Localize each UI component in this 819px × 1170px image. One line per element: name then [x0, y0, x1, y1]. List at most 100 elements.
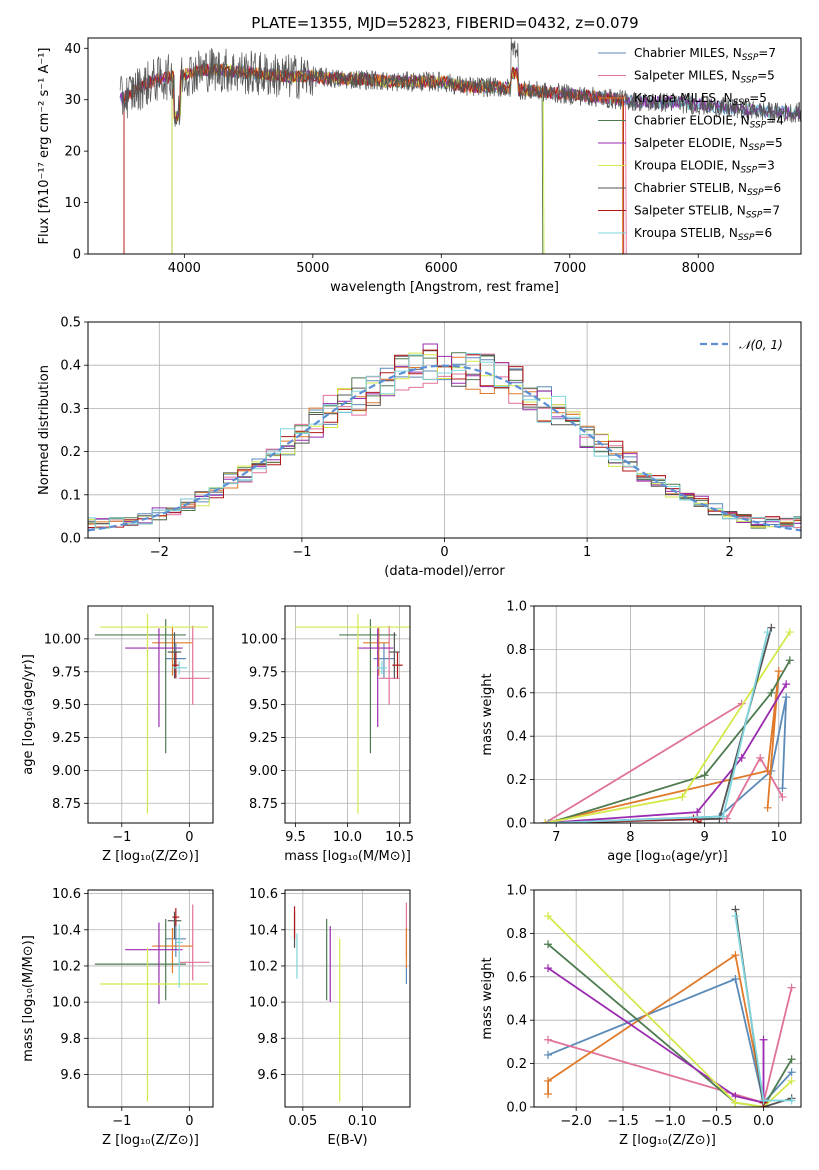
y-axis-label: mass weight	[480, 673, 495, 755]
y-tick-label: 30	[64, 93, 81, 108]
legend: Chabrier MILES, NSSP=7 Salpeter MILES, NS…	[598, 46, 784, 243]
y-tick-label: 0.0	[506, 1101, 527, 1116]
errorbar-point	[295, 613, 410, 814]
x-tick-label: 4000	[168, 261, 201, 276]
y-tick-label: 9.6	[60, 1068, 81, 1083]
panel-weight_vs_Z: −2.0 −1.5 −1.0 −0.5 0.0 0.0 0.2 0.4 0.6 0.8 1.0 Z […	[480, 884, 802, 1148]
weight-line-c3	[544, 670, 780, 823]
y-tick-label: 10.6	[249, 887, 278, 902]
errorbar-point	[356, 628, 394, 727]
y-axis-label: Normed distribution	[37, 365, 52, 495]
x-tick-label: 10	[770, 830, 787, 845]
axes-frame: 0.05 0.10 9.6 9.8 10.0 10.2 10.4 10.6 E(B-V)	[249, 887, 411, 1148]
y-axis-label: age [log₁₀(age/yr)]	[21, 654, 36, 775]
plot-area	[119, 38, 801, 254]
axes-border	[533, 889, 802, 1108]
weight-marker	[696, 819, 705, 823]
axes-frame: 9.5 10.0 10.5 8.75 9.00 9.25 9.50 9.75 10.00 mass…	[241, 605, 414, 864]
x-axis-label: Z [log₁₀(Z/Z⊙)]	[102, 849, 199, 864]
y-tick-label: 0	[73, 248, 81, 263]
weight-marker	[778, 792, 787, 801]
axes-frame: 4000 5000 6000 7000 8000 0 10 20 30 40 wavelength …	[37, 37, 802, 295]
errorbar-point	[373, 642, 395, 679]
histogram-c6	[88, 352, 801, 529]
legend-label: Chabrier ELODIE, NSSP=4	[634, 114, 784, 131]
x-tick-label: −1.0	[654, 1114, 686, 1129]
weight-marker	[719, 812, 728, 821]
errorbar-point	[392, 652, 403, 679]
weight-line-c5	[545, 683, 787, 823]
weight-marker	[689, 814, 698, 823]
x-tick-label: 7000	[553, 261, 586, 276]
y-tick-label: 9.8	[257, 1032, 278, 1047]
errorbar-point	[179, 904, 210, 981]
x-axis-label: wavelength [Angstrom, rest frame]	[330, 280, 559, 295]
y-tick-label: 9.50	[52, 698, 81, 713]
y-tick-label: 10.4	[249, 923, 278, 938]
x-tick-label: −2.0	[560, 1114, 592, 1129]
x-tick-label: 10.5	[385, 830, 414, 845]
y-tick-label: 0.3	[60, 402, 81, 417]
x-tick-label: 5000	[296, 261, 329, 276]
y-tick-label: 9.50	[249, 698, 278, 713]
weight-marker	[785, 628, 794, 637]
y-tick-label: 0.6	[506, 686, 527, 701]
x-tick-label: 8	[626, 830, 634, 845]
x-tick-label: 6000	[425, 261, 458, 276]
axes-background	[285, 890, 410, 1107]
panel-spectrum: 4000 5000 6000 7000 8000 0 10 20 30 40 wavelength …	[37, 37, 802, 295]
x-tick-label: 9	[700, 830, 708, 845]
legend-label: Kroupa STELIB, NSSP=6	[634, 226, 772, 243]
errorbar-point	[167, 632, 182, 679]
y-tick-label: 9.8	[60, 1032, 81, 1047]
y-tick-label: 10.0	[52, 996, 81, 1011]
legend-label: Chabrier STELIB, NSSP=6	[634, 181, 781, 198]
legend-label: Chabrier MILES, NSSP=7	[634, 46, 776, 63]
errorbar-point	[165, 920, 186, 957]
errorbar-point	[172, 652, 180, 679]
weight-marker	[544, 1050, 553, 1059]
x-tick-label: −2	[150, 545, 169, 560]
panel-age_vs_mass: 9.5 10.0 10.5 8.75 9.00 9.25 9.50 9.75 10.00 mass…	[241, 605, 414, 864]
axes-border	[284, 889, 411, 1108]
panel-age_vs_Z: −1 0 8.75 9.00 9.25 9.50 9.75 10.00 Z [log₁₀(Z/Z…	[21, 605, 214, 864]
y-tick-label: 9.00	[249, 764, 278, 779]
weight-marker	[767, 623, 776, 632]
y-axis-label: mass weight	[480, 957, 495, 1039]
weight-marker	[544, 940, 553, 949]
spectrum-line-chabrier-stelib	[119, 38, 801, 127]
x-tick-label: −0.5	[701, 1114, 733, 1129]
y-axis-label: Flux [fλ10⁻¹⁷ erg cm⁻² s⁻¹ A⁻¹]	[37, 48, 52, 245]
weight-marker	[731, 951, 740, 960]
errorbar-point	[94, 619, 186, 754]
x-axis-label: (data-model)/error	[384, 564, 505, 579]
y-tick-label: 0.2	[506, 773, 527, 788]
weight-marker	[678, 792, 687, 801]
errorbar-point	[94, 918, 186, 1001]
weight-marker	[541, 819, 550, 823]
y-tick-label: 20	[64, 145, 81, 160]
x-tick-label: 2	[726, 545, 734, 560]
weight-marker	[774, 667, 783, 676]
x-tick-label: 0	[185, 1114, 193, 1129]
normal-curve	[88, 364, 801, 532]
x-tick-label: 10.0	[333, 830, 362, 845]
x-tick-label: −1	[112, 830, 131, 845]
y-tick-label: 40	[64, 42, 81, 57]
weight-line-c5	[547, 967, 765, 1104]
y-tick-label: 1.0	[506, 600, 527, 615]
x-tick-label: 0.05	[288, 1114, 317, 1129]
y-tick-label: 9.00	[52, 764, 81, 779]
x-axis-label: Z [log₁₀(Z/Z⊙)]	[619, 1133, 716, 1148]
weight-line-c6	[547, 915, 793, 1107]
legend-label: 𝒩(0, 1)	[739, 338, 783, 352]
weight-marker	[544, 1089, 553, 1098]
plot-area	[88, 343, 801, 532]
y-axis-label: mass [log₁₀(M/M⊙)]	[21, 935, 36, 1062]
weight-marker	[693, 808, 702, 817]
plot-area	[293, 902, 408, 1102]
weight-marker	[756, 753, 765, 762]
errorbar-point	[100, 947, 209, 1102]
y-tick-label: 1.0	[506, 884, 527, 899]
histogram-c9	[88, 353, 801, 529]
